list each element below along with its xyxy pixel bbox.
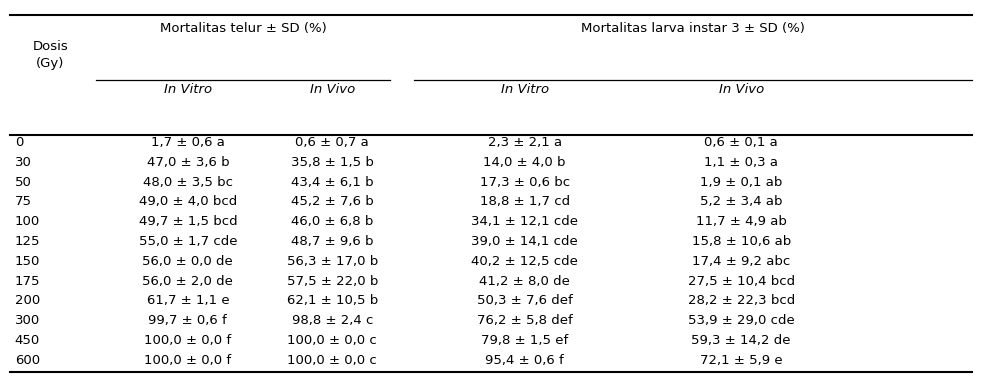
Text: 35,8 ± 1,5 b: 35,8 ± 1,5 b (291, 156, 373, 169)
Text: In Vitro: In Vitro (501, 83, 549, 96)
Text: 50,3 ± 7,6 def: 50,3 ± 7,6 def (477, 294, 573, 307)
Text: Dosis
(Gy): Dosis (Gy) (32, 40, 68, 70)
Text: 100,0 ± 0,0 f: 100,0 ± 0,0 f (144, 334, 232, 347)
Text: Mortalitas larva instar 3 ± SD (%): Mortalitas larva instar 3 ± SD (%) (581, 22, 805, 35)
Text: 56,3 ± 17,0 b: 56,3 ± 17,0 b (287, 255, 378, 268)
Text: Mortalitas telur ± SD (%): Mortalitas telur ± SD (%) (160, 22, 327, 35)
Text: 48,0 ± 3,5 bc: 48,0 ± 3,5 bc (142, 176, 233, 189)
Text: 56,0 ± 0,0 de: 56,0 ± 0,0 de (142, 255, 234, 268)
Text: 95,4 ± 0,6 f: 95,4 ± 0,6 f (485, 354, 564, 367)
Text: 62,1 ± 10,5 b: 62,1 ± 10,5 b (287, 294, 378, 307)
Text: 56,0 ± 2,0 de: 56,0 ± 2,0 de (142, 275, 234, 288)
Text: 46,0 ± 6,8 b: 46,0 ± 6,8 b (291, 215, 373, 228)
Text: 98,8 ± 2,4 c: 98,8 ± 2,4 c (292, 314, 373, 327)
Text: 14,0 ± 4,0 b: 14,0 ± 4,0 b (483, 156, 566, 169)
Text: 100,0 ± 0,0 c: 100,0 ± 0,0 c (288, 354, 377, 367)
Text: 100: 100 (15, 215, 40, 228)
Text: 41,2 ± 8,0 de: 41,2 ± 8,0 de (479, 275, 571, 288)
Text: 57,5 ± 22,0 b: 57,5 ± 22,0 b (287, 275, 378, 288)
Text: 59,3 ± 14,2 de: 59,3 ± 14,2 de (691, 334, 791, 347)
Text: 11,7 ± 4,9 ab: 11,7 ± 4,9 ab (696, 215, 787, 228)
Text: 34,1 ± 12,1 cde: 34,1 ± 12,1 cde (471, 215, 578, 228)
Text: 100,0 ± 0,0 c: 100,0 ± 0,0 c (288, 334, 377, 347)
Text: 49,0 ± 4,0 bcd: 49,0 ± 4,0 bcd (138, 196, 237, 208)
Text: 55,0 ± 1,7 cde: 55,0 ± 1,7 cde (138, 235, 237, 248)
Text: 200: 200 (15, 294, 40, 307)
Text: 28,2 ± 22,3 bcd: 28,2 ± 22,3 bcd (687, 294, 794, 307)
Text: 99,7 ± 0,6 f: 99,7 ± 0,6 f (148, 314, 227, 327)
Text: 15,8 ± 10,6 ab: 15,8 ± 10,6 ab (691, 235, 791, 248)
Text: 53,9 ± 29,0 cde: 53,9 ± 29,0 cde (687, 314, 794, 327)
Text: 79,8 ± 1,5 ef: 79,8 ± 1,5 ef (481, 334, 569, 347)
Text: 18,8 ± 1,7 cd: 18,8 ± 1,7 cd (479, 196, 570, 208)
Text: 49,7 ± 1,5 bcd: 49,7 ± 1,5 bcd (138, 215, 238, 228)
Text: 2,3 ± 2,1 a: 2,3 ± 2,1 a (488, 136, 562, 149)
Text: 450: 450 (15, 334, 40, 347)
Text: 61,7 ± 1,1 e: 61,7 ± 1,1 e (146, 294, 229, 307)
Text: 30: 30 (15, 156, 31, 169)
Text: In Vitro: In Vitro (164, 83, 212, 96)
Text: 45,2 ± 7,6 b: 45,2 ± 7,6 b (291, 196, 373, 208)
Text: 125: 125 (15, 235, 40, 248)
Text: 0,6 ± 0,1 a: 0,6 ± 0,1 a (704, 136, 778, 149)
Text: 150: 150 (15, 255, 40, 268)
Text: 17,3 ± 0,6 bc: 17,3 ± 0,6 bc (479, 176, 570, 189)
Text: 48,7 ± 9,6 b: 48,7 ± 9,6 b (291, 235, 373, 248)
Text: 39,0 ± 14,1 cde: 39,0 ± 14,1 cde (471, 235, 578, 248)
Text: In Vivo: In Vivo (309, 83, 355, 96)
Text: 1,1 ± 0,3 a: 1,1 ± 0,3 a (704, 156, 778, 169)
Text: 1,7 ± 0,6 a: 1,7 ± 0,6 a (151, 136, 225, 149)
Text: 0,6 ± 0,7 a: 0,6 ± 0,7 a (296, 136, 369, 149)
Text: 75: 75 (15, 196, 31, 208)
Text: 0: 0 (15, 136, 23, 149)
Text: 17,4 ± 9,2 abc: 17,4 ± 9,2 abc (692, 255, 791, 268)
Text: 40,2 ± 12,5 cde: 40,2 ± 12,5 cde (471, 255, 578, 268)
Text: 300: 300 (15, 314, 40, 327)
Text: 600: 600 (15, 354, 39, 367)
Text: 1,9 ± 0,1 ab: 1,9 ± 0,1 ab (700, 176, 783, 189)
Text: 72,1 ± 5,9 e: 72,1 ± 5,9 e (700, 354, 783, 367)
Text: 47,0 ± 3,6 b: 47,0 ± 3,6 b (146, 156, 229, 169)
Text: In Vivo: In Vivo (719, 83, 764, 96)
Text: 5,2 ± 3,4 ab: 5,2 ± 3,4 ab (700, 196, 783, 208)
Text: 76,2 ± 5,8 def: 76,2 ± 5,8 def (477, 314, 573, 327)
Text: 175: 175 (15, 275, 40, 288)
Text: 100,0 ± 0,0 f: 100,0 ± 0,0 f (144, 354, 232, 367)
Text: 50: 50 (15, 176, 31, 189)
Text: 27,5 ± 10,4 bcd: 27,5 ± 10,4 bcd (687, 275, 794, 288)
Text: 43,4 ± 6,1 b: 43,4 ± 6,1 b (291, 176, 373, 189)
